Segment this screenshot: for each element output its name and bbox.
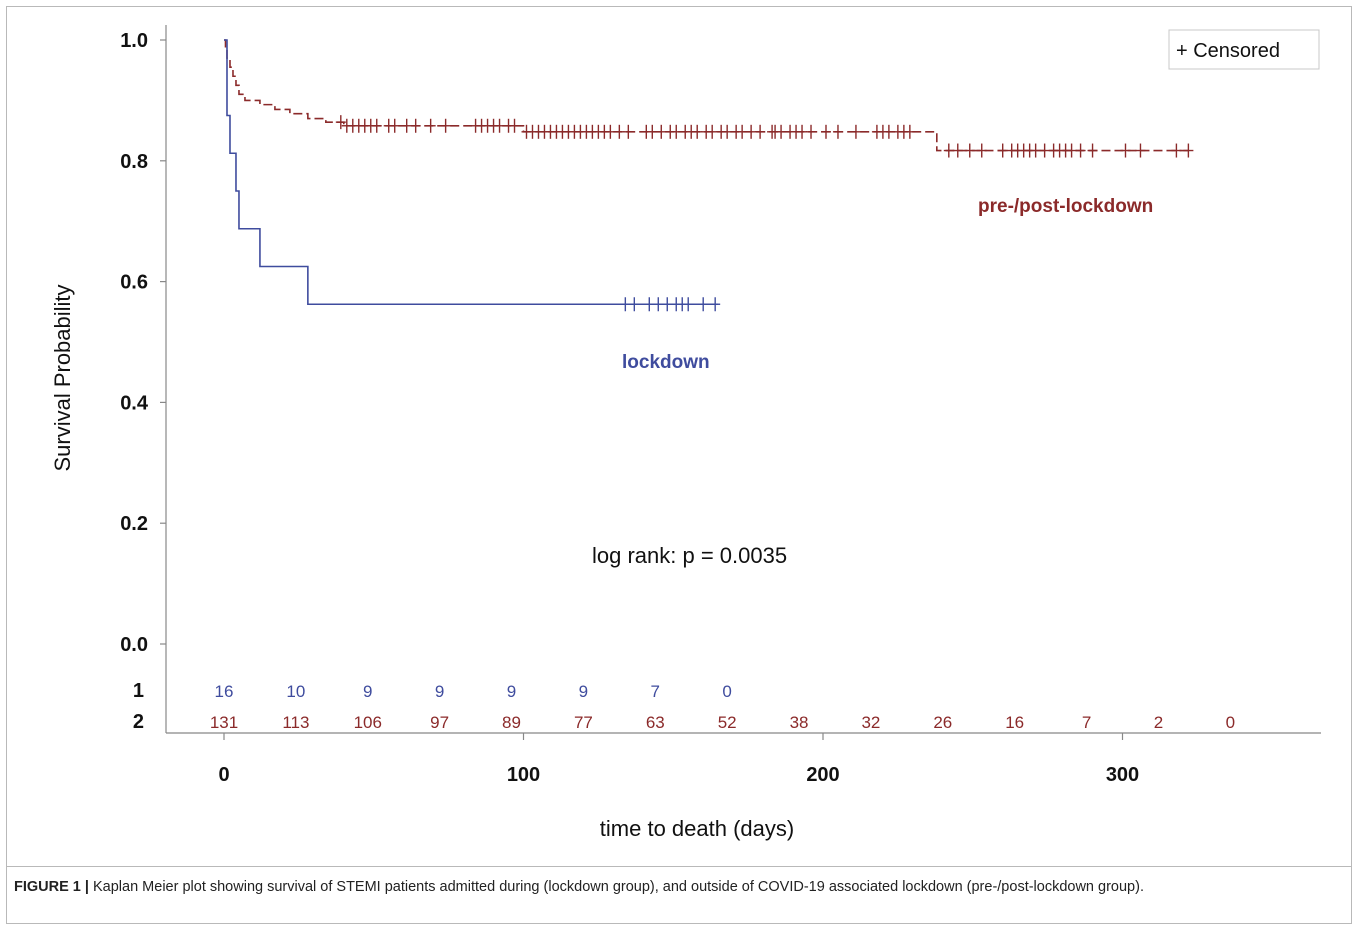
risk-table-count: 97 [430, 713, 449, 732]
risk-table-count: 89 [502, 713, 521, 732]
risk-table-count: 9 [363, 682, 372, 701]
figure-number: FIGURE 1 | [14, 879, 89, 895]
y-tick-label: 0.2 [120, 513, 148, 535]
legend-box [1168, 29, 1320, 70]
x-tick-label: 100 [507, 764, 540, 786]
risk-table-count: 7 [1082, 713, 1091, 732]
risk-table-count: 77 [574, 713, 593, 732]
risk-table-count: 63 [646, 713, 665, 732]
risk-table-count: 16 [1005, 713, 1024, 732]
risk-table-count: 16 [215, 682, 234, 701]
risk-table-count: 2 [1154, 713, 1163, 732]
risk-table-count: 32 [861, 713, 880, 732]
risk-table-count: 52 [718, 713, 737, 732]
y-tick-label: 0.4 [120, 392, 149, 414]
survival-curve-pre-post-lockdown [224, 39, 1192, 152]
risk-table-count: 26 [933, 713, 952, 732]
y-axis-title: Survival Probability [50, 284, 75, 471]
x-axis-title: time to death (days) [600, 816, 794, 841]
x-tick-label: 300 [1106, 764, 1139, 786]
risk-table-count: 131 [210, 713, 238, 732]
caption-text: Kaplan Meier plot showing survival of ST… [93, 879, 1144, 895]
x-tick-label: 0 [218, 764, 229, 786]
risk-table-count: 9 [507, 682, 516, 701]
risk-table-count: 7 [651, 682, 660, 701]
series-label-lockdown: lockdown [622, 352, 710, 373]
risk-table-row-label: 2 [133, 711, 144, 733]
caption-divider [6, 866, 1352, 867]
risk-table-count: 113 [282, 713, 309, 732]
y-tick-label: 0.8 [120, 151, 148, 173]
series-labels: pre-/post-lockdown lockdown [622, 196, 1153, 373]
legend-entry-censored: + Censored [1176, 40, 1280, 62]
log-rank-annotation: log rank: p = 0.0035 [592, 543, 787, 568]
series-label-pre-post-lockdown: pre-/post-lockdown [978, 196, 1153, 217]
figure-frame [6, 6, 1352, 924]
x-tick-label: 200 [806, 764, 839, 786]
legend: + Censored [1168, 29, 1320, 70]
y-tick-label: 0.6 [120, 272, 148, 294]
y-tick-label: 1.0 [120, 30, 148, 52]
censor-marks-lockdown [620, 297, 721, 312]
risk-table-count: 9 [579, 682, 588, 701]
risk-table-row-label: 1 [133, 680, 144, 702]
risk-table-count: 9 [435, 682, 444, 701]
survival-curve-lockdown [224, 39, 719, 306]
risk-table-count: 10 [286, 682, 305, 701]
risk-table-count: 106 [354, 713, 382, 732]
figure-caption: FIGURE 1 | Kaplan Meier plot showing sur… [14, 878, 1324, 897]
censor-marks-pre-post-lockdown [335, 115, 1194, 158]
risk-table-count: 0 [1226, 713, 1235, 732]
y-tick-label: 0.0 [120, 634, 148, 656]
risk-table-count: 38 [790, 713, 809, 732]
risk-table-count: 0 [722, 682, 731, 701]
